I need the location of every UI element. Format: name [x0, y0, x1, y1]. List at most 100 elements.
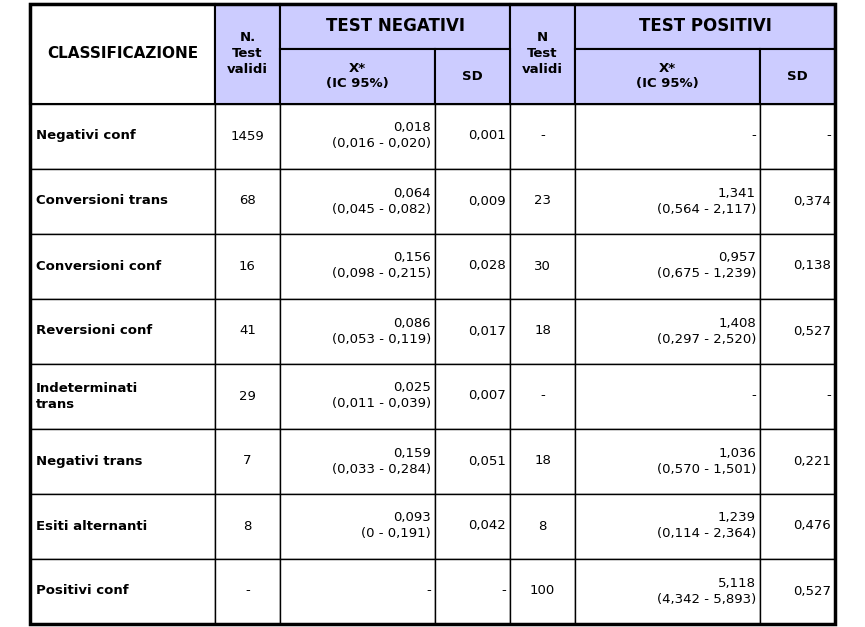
Text: 0,028: 0,028 [468, 260, 506, 273]
Text: 0,527: 0,527 [793, 584, 831, 598]
Bar [435, 364, 510, 428]
Bar [510, 559, 575, 623]
Text: 0,042: 0,042 [468, 520, 506, 532]
Bar [215, 364, 280, 428]
Text: 29: 29 [239, 389, 256, 403]
Text: 18: 18 [534, 455, 551, 468]
Bar [30, 428, 215, 493]
Text: -: - [540, 130, 545, 142]
Text: TEST NEGATIVI: TEST NEGATIVI [325, 17, 465, 35]
Bar [280, 4, 510, 48]
Bar [760, 103, 835, 169]
Bar [575, 364, 760, 428]
Bar [575, 559, 760, 623]
Bar [30, 4, 215, 103]
Text: 0,064
(0,045 - 0,082): 0,064 (0,045 - 0,082) [332, 186, 431, 216]
Text: N.
Test
validi: N. Test validi [227, 31, 268, 76]
Text: 0,138: 0,138 [793, 260, 831, 273]
Text: -: - [826, 130, 831, 142]
Text: CLASSIFICAZIONE: CLASSIFICAZIONE [47, 46, 198, 61]
Text: 0,527: 0,527 [793, 325, 831, 337]
Bar [760, 48, 835, 103]
Text: 0,086
(0,053 - 0,119): 0,086 (0,053 - 0,119) [332, 317, 431, 345]
Text: Negativi conf: Negativi conf [36, 130, 136, 142]
Text: Esiti alternanti: Esiti alternanti [36, 520, 147, 532]
Text: 0,221: 0,221 [793, 455, 831, 468]
Bar [280, 298, 435, 364]
Text: 18: 18 [534, 325, 551, 337]
Bar [575, 48, 760, 103]
Text: -: - [751, 389, 756, 403]
Text: 1,341
(0,564 - 2,117): 1,341 (0,564 - 2,117) [657, 186, 756, 216]
Bar [30, 233, 215, 298]
Text: Positivi conf: Positivi conf [36, 584, 129, 598]
Bar [760, 428, 835, 493]
Text: 5,118
(4,342 - 5,893): 5,118 (4,342 - 5,893) [657, 576, 756, 606]
Bar [30, 559, 215, 623]
Text: 0,957
(0,675 - 1,239): 0,957 (0,675 - 1,239) [657, 251, 756, 280]
Bar [435, 48, 510, 103]
Text: SD: SD [462, 70, 483, 83]
Bar [280, 428, 435, 493]
Text: Negativi trans: Negativi trans [36, 455, 143, 468]
Text: 1459: 1459 [231, 130, 265, 142]
Text: 1,239
(0,114 - 2,364): 1,239 (0,114 - 2,364) [657, 512, 756, 540]
Bar [760, 559, 835, 623]
Bar [435, 428, 510, 493]
Bar [435, 169, 510, 233]
Text: 1,408
(0,297 - 2,520): 1,408 (0,297 - 2,520) [657, 317, 756, 345]
Bar [215, 428, 280, 493]
Text: -: - [751, 130, 756, 142]
Bar [510, 103, 575, 169]
Bar [30, 169, 215, 233]
Bar [435, 493, 510, 559]
Text: 0,007: 0,007 [468, 389, 506, 403]
Text: 0,093
(0 - 0,191): 0,093 (0 - 0,191) [362, 512, 431, 540]
Text: 100: 100 [530, 584, 555, 598]
Text: TEST POSITIVI: TEST POSITIVI [638, 17, 772, 35]
Text: 0,156
(0,098 - 0,215): 0,156 (0,098 - 0,215) [332, 251, 431, 280]
Text: 0,017: 0,017 [468, 325, 506, 337]
Text: 16: 16 [239, 260, 256, 273]
Text: Indeterminati
trans: Indeterminati trans [36, 381, 138, 411]
Bar [280, 364, 435, 428]
Text: 1,036
(0,570 - 1,501): 1,036 (0,570 - 1,501) [657, 446, 756, 475]
Bar [760, 169, 835, 233]
Text: -: - [501, 584, 506, 598]
Bar [435, 298, 510, 364]
Text: X*
(IC 95%): X* (IC 95%) [326, 61, 389, 90]
Bar [435, 559, 510, 623]
Bar [280, 103, 435, 169]
Bar [30, 298, 215, 364]
Bar [280, 559, 435, 623]
Text: Conversioni conf: Conversioni conf [36, 260, 161, 273]
Bar [30, 103, 215, 169]
Bar [510, 169, 575, 233]
Bar [510, 233, 575, 298]
Bar [215, 233, 280, 298]
Text: 30: 30 [534, 260, 551, 273]
Text: Conversioni trans: Conversioni trans [36, 194, 168, 208]
Bar [30, 493, 215, 559]
Text: 8: 8 [538, 520, 547, 532]
Bar [280, 233, 435, 298]
Text: 0,001: 0,001 [468, 130, 506, 142]
Text: 68: 68 [239, 194, 256, 208]
Bar [510, 298, 575, 364]
Text: 0,159
(0,033 - 0,284): 0,159 (0,033 - 0,284) [332, 446, 431, 475]
Bar [510, 364, 575, 428]
Bar [510, 428, 575, 493]
Bar [280, 48, 435, 103]
Bar [575, 233, 760, 298]
Bar [215, 559, 280, 623]
Bar [215, 4, 280, 103]
Text: X*
(IC 95%): X* (IC 95%) [636, 61, 699, 90]
Text: Reversioni conf: Reversioni conf [36, 325, 152, 337]
Text: SD: SD [787, 70, 808, 83]
Text: -: - [426, 584, 431, 598]
Text: 0,018
(0,016 - 0,020): 0,018 (0,016 - 0,020) [332, 122, 431, 150]
Text: 0,051: 0,051 [468, 455, 506, 468]
Text: 0,476: 0,476 [793, 520, 831, 532]
Text: -: - [245, 584, 250, 598]
Text: 8: 8 [243, 520, 252, 532]
